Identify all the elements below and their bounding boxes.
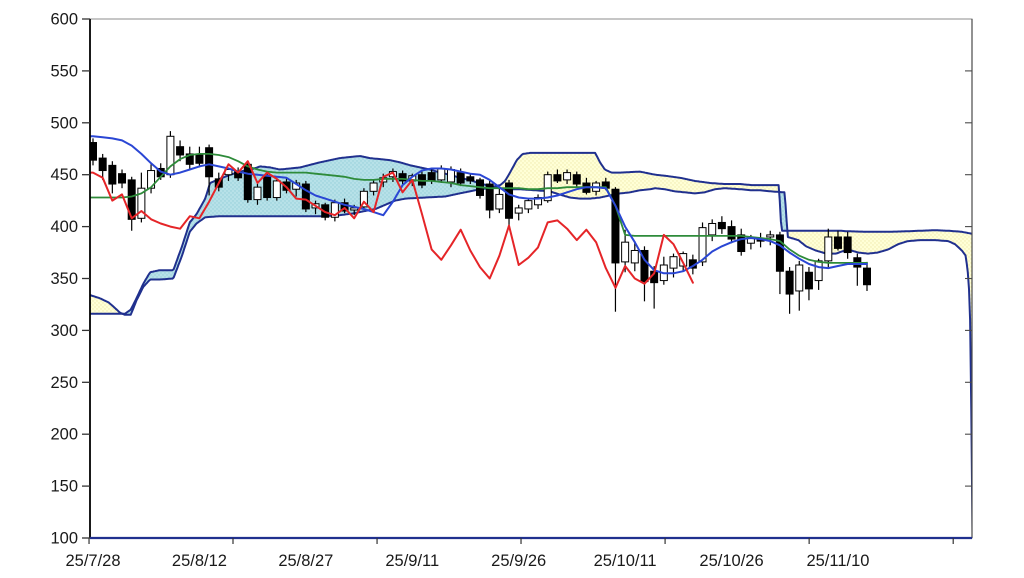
candle (572, 171, 581, 188)
y-tick-label: 150 (50, 478, 78, 496)
candle (90, 138, 97, 166)
y-tick-label: 550 (50, 62, 78, 80)
y-tick-label: 200 (50, 426, 78, 444)
y-axis-ticks (82, 18, 972, 539)
candle (563, 169, 572, 185)
cloud-region-yellow (90, 295, 123, 314)
y-tick-label: 250 (50, 374, 78, 392)
axes-layer: 100 150 200 250 300 350 400 450 500 550 600 25/7/28… (50, 11, 973, 570)
x-tick-label: 25/8/27 (278, 552, 333, 570)
x-tick-label: 25/9/26 (491, 552, 546, 570)
candle (553, 169, 562, 184)
y-axis-labels: 100 150 200 250 300 350 400 450 500 550 600 (50, 11, 78, 548)
candle (514, 204, 523, 221)
candle (795, 260, 804, 311)
x-axis-ticks (88, 538, 954, 544)
candle (137, 172, 146, 223)
cloud-region-teal (122, 156, 495, 315)
candle (814, 258, 823, 290)
x-tick-label: 25/10/11 (594, 552, 657, 570)
candle (524, 198, 533, 214)
blue-average-line (90, 135, 868, 275)
y-tick-label: 350 (50, 270, 78, 288)
candle (398, 170, 407, 185)
candle (640, 246, 649, 302)
candle (263, 172, 272, 201)
candle (843, 231, 852, 259)
candle (118, 169, 127, 189)
cloud-region-yellow (494, 152, 780, 200)
candle (272, 178, 281, 201)
y-tick-label: 500 (50, 114, 78, 132)
candle (766, 230, 775, 246)
candle (253, 184, 262, 205)
plot-frame (89, 18, 973, 539)
candle (485, 180, 494, 219)
candle (466, 173, 475, 185)
y-tick-label: 300 (50, 322, 78, 340)
candle (176, 140, 185, 162)
candle (785, 267, 794, 314)
candle (166, 131, 175, 178)
red-lagging-line (90, 160, 694, 289)
candle (243, 161, 252, 203)
x-tick-label: 25/8/12 (172, 552, 227, 570)
candle (717, 216, 726, 234)
candle (127, 176, 136, 231)
candle (833, 230, 842, 251)
y-tick-label: 400 (50, 218, 78, 236)
candle (495, 188, 504, 214)
candle (804, 267, 813, 301)
x-tick-label: 25/11/10 (806, 552, 869, 570)
plot-area (90, 131, 972, 533)
y-tick-label: 100 (50, 530, 78, 548)
x-tick-label: 25/10/26 (699, 552, 763, 570)
candle (359, 188, 368, 210)
candle (863, 261, 871, 291)
candle (195, 146, 204, 168)
green-average-line (90, 152, 868, 264)
x-tick-label: 25/7/28 (65, 552, 120, 570)
y-tick-label: 600 (50, 11, 78, 29)
candle (727, 220, 736, 244)
candles-layer (90, 131, 871, 314)
candle (659, 256, 668, 285)
candle (630, 241, 639, 272)
x-tick-label: 25/9/11 (385, 552, 439, 570)
candle (824, 228, 833, 268)
cloud-layer (90, 151, 972, 533)
candle (534, 194, 543, 209)
candle (98, 153, 107, 180)
candle (369, 179, 378, 196)
x-axis-labels: 25/7/28 25/8/12 25/8/27 25/9/11 25/9/26 25/10… (65, 552, 869, 570)
candle (737, 228, 746, 256)
candle (853, 253, 862, 286)
y-tick-label: 450 (50, 166, 78, 184)
candle (108, 161, 117, 194)
candle (505, 179, 514, 227)
candle (301, 180, 310, 213)
candle (340, 198, 349, 214)
candle (708, 219, 717, 242)
cloud-span-b-line (90, 151, 972, 316)
candle (185, 146, 194, 170)
